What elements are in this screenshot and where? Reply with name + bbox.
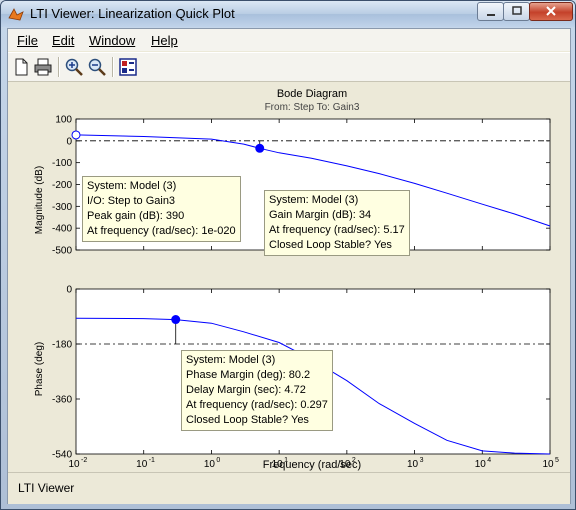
gain-margin-datatip[interactable]: System: Model (3) Gain Margin (dB): 34 A…	[264, 190, 410, 256]
tip-line: I/O: Step to Gain3	[87, 195, 176, 207]
y-tick-label: -360	[52, 395, 72, 406]
tip-line: At frequency (rad/sec): 0.297	[186, 399, 328, 411]
y-tick-label: -200	[52, 180, 72, 191]
close-button[interactable]	[529, 2, 573, 21]
menu-help[interactable]: Help	[151, 33, 178, 48]
x-tick-exponent: 3	[420, 457, 424, 464]
x-tick-label: 10	[542, 459, 554, 470]
maximize-icon	[511, 6, 522, 15]
peak-marker	[71, 130, 81, 140]
y-tick-label: -500	[52, 246, 72, 257]
tip-line: System: Model (3)	[87, 180, 177, 192]
plot-title: Bode Diagram	[277, 88, 347, 100]
print-icon[interactable]	[33, 57, 53, 77]
x-tick-exponent: 4	[487, 457, 491, 464]
maximize-button[interactable]	[503, 2, 530, 21]
menu-bar: File Edit Window Help	[8, 29, 570, 51]
y-tick-label: 100	[55, 115, 72, 126]
status-bar: LTI Viewer	[8, 472, 570, 504]
zoom-out-icon[interactable]	[87, 57, 107, 77]
x-tick-exponent: -2	[81, 457, 87, 464]
x-tick-label: 10	[68, 459, 80, 470]
minimize-button[interactable]	[477, 2, 504, 21]
new-document-icon[interactable]	[11, 57, 31, 77]
menu-file[interactable]: File	[17, 33, 38, 48]
x-axis-label: Frequency (rad/sec)	[263, 459, 361, 471]
tip-line: System: Model (3)	[269, 194, 359, 206]
tip-line: At frequency (rad/sec): 1e-020	[87, 225, 236, 237]
tip-line: System: Model (3)	[186, 354, 276, 366]
y-axis-label-magnitude: Magnitude (dB)	[34, 166, 45, 234]
x-tick-label: 10	[204, 459, 216, 470]
toolbar-separator	[112, 57, 114, 77]
y-tick-label: 0	[66, 285, 72, 296]
tip-line: Peak gain (dB): 390	[87, 210, 185, 222]
y-tick-label: -100	[52, 158, 72, 169]
peak-gain-datatip[interactable]: System: Model (3) I/O: Step to Gain3 Pea…	[82, 176, 241, 242]
y-tick-label: -540	[52, 450, 72, 461]
y-tick-label: -400	[52, 224, 72, 235]
tip-line: At frequency (rad/sec): 5.17	[269, 224, 405, 236]
zoom-in-icon[interactable]	[64, 57, 84, 77]
tip-line: Delay Margin (sec): 4.72	[186, 384, 306, 396]
tip-line: Closed Loop Stable? Yes	[269, 239, 392, 251]
x-tick-label: 10	[407, 459, 419, 470]
y-tick-label: -180	[52, 340, 72, 351]
close-icon	[546, 6, 556, 16]
x-tick-label: 10	[339, 459, 351, 470]
x-tick-label: 10	[272, 459, 284, 470]
x-tick-exponent: -1	[149, 457, 155, 464]
y-tick-label: 0	[66, 136, 72, 147]
menu-edit[interactable]: Edit	[52, 33, 75, 48]
client-area: File Edit Window Help	[7, 28, 571, 504]
toolbar-separator	[58, 57, 60, 77]
tip-line: Gain Margin (dB): 34	[269, 209, 372, 221]
matlab-logo-icon	[8, 8, 24, 21]
phase-margin-datatip[interactable]: System: Model (3) Phase Margin (deg): 80…	[181, 350, 333, 431]
menu-window[interactable]: Window	[89, 33, 136, 48]
tip-line: Closed Loop Stable? Yes	[186, 414, 309, 426]
tip-line: Phase Margin (deg): 80.2	[186, 369, 311, 381]
x-tick-exponent: 5	[555, 457, 559, 464]
plot-subtitle: From: Step To: Gain3	[265, 102, 360, 113]
window-title: LTI Viewer: Linearization Quick Plot	[30, 6, 235, 21]
margin-marker	[255, 143, 265, 153]
bode-curve	[75, 134, 551, 227]
x-tick-exponent: 0	[216, 457, 220, 464]
status-text: LTI Viewer	[18, 481, 75, 495]
x-tick-label: 10	[475, 459, 487, 470]
x-tick-exponent: 2	[352, 457, 356, 464]
margin-marker	[171, 315, 181, 325]
plot-config-icon[interactable]	[118, 57, 138, 77]
y-axis-label-phase: Phase (deg)	[34, 342, 45, 396]
toolbar	[8, 52, 570, 82]
minimize-icon	[486, 14, 495, 16]
title-bar[interactable]: LTI Viewer: Linearization Quick Plot	[1, 1, 575, 27]
figure-area: Bode Diagram From: Step To: Gain3 Freque…	[8, 82, 570, 471]
x-tick-exponent: 1	[284, 457, 288, 464]
y-tick-label: -300	[52, 202, 72, 213]
x-tick-label: 10	[136, 459, 148, 470]
